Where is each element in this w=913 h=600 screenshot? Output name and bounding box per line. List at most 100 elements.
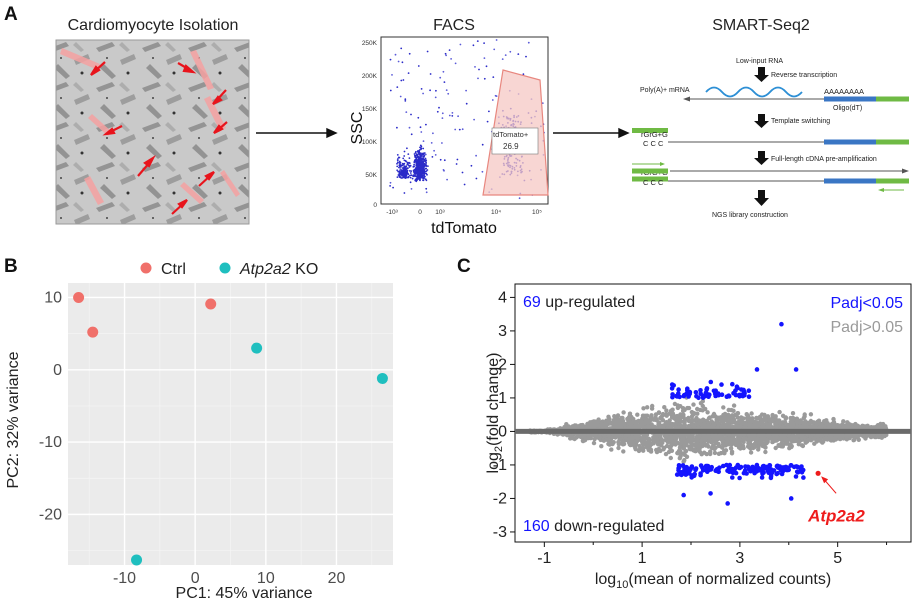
facs-x-tick: 10⁴ — [491, 209, 501, 216]
facs-event-dot — [389, 181, 392, 184]
ma-point-sig — [726, 394, 732, 399]
facs-event-dot — [435, 89, 437, 92]
facs-event-dot — [518, 197, 521, 200]
facs-event-dot — [396, 126, 398, 129]
ma-point-sig — [767, 463, 773, 468]
ma-point — [706, 416, 712, 421]
panel-c: C Atp2a2 -1 1 3 5 4 3 2 1 0 -1 -2 -3 69 up-regulat… — [440, 250, 913, 600]
ma-point — [585, 436, 590, 441]
ma-point — [656, 446, 661, 452]
ma-point — [748, 450, 754, 455]
down-arrow-icon — [754, 67, 769, 82]
facs-event-dot — [527, 41, 530, 44]
facs-event-dot — [501, 58, 504, 60]
ma-point — [785, 438, 790, 444]
ma-point — [704, 451, 709, 457]
facs-event-dot — [454, 62, 457, 65]
facs-event-dot — [492, 76, 495, 78]
ma-point — [706, 422, 711, 428]
ma-point-sig — [733, 465, 739, 470]
ma-point-sig — [748, 468, 753, 473]
ma-point-sig — [731, 390, 736, 396]
arrow-isolation-to-facs-icon — [256, 127, 338, 139]
ma-point — [705, 410, 710, 415]
facs-event-dot — [420, 131, 423, 133]
facs-event-dot — [425, 161, 427, 164]
ma-point — [618, 437, 623, 442]
ma-point — [674, 420, 679, 425]
ma-x-label: log10(mean of normalized counts) — [595, 571, 831, 591]
ma-point-sig — [709, 464, 714, 470]
ma-point — [808, 434, 813, 439]
ma-point-sig — [724, 462, 729, 468]
ma-point — [680, 406, 686, 411]
facs-x-tick: 0 — [418, 209, 422, 216]
facs-event-dot — [443, 81, 446, 83]
facs-x-ticks: -10³ 0 10³ 10⁴ 10⁵ — [386, 209, 542, 216]
ma-x-label-pre: log — [595, 571, 616, 588]
ma-point-sig — [674, 472, 680, 477]
facs-event-dot — [427, 165, 429, 168]
ma-point — [711, 443, 716, 448]
ma-point — [706, 444, 711, 449]
legend-padj-significant: Padj<0.05 — [830, 295, 903, 312]
facs-event-dot — [412, 175, 415, 178]
ma-point — [856, 437, 861, 442]
ma-point-sig — [693, 390, 699, 395]
ma-point — [580, 438, 586, 444]
ma-point — [660, 411, 666, 417]
ma-point — [675, 405, 681, 411]
ma-point — [821, 439, 826, 444]
ma-point-sig — [698, 388, 703, 393]
ma-point-sig — [669, 382, 675, 387]
ma-point — [673, 442, 678, 447]
facs-event-dot — [410, 113, 412, 116]
ma-point — [720, 435, 725, 440]
facs-event-dot — [400, 172, 403, 175]
oligo-dt-label: Oligo(dT) — [833, 105, 862, 112]
ma-point — [712, 450, 718, 456]
facs-event-dot — [414, 151, 417, 154]
facs-event-dot — [397, 157, 399, 160]
ma-x-ticks: -1 1 3 5 — [537, 542, 888, 567]
ma-point — [709, 438, 714, 444]
ma-point-sig — [768, 473, 774, 479]
ma-point — [851, 438, 856, 443]
facs-event-dot — [400, 177, 403, 180]
facs-event-dot — [417, 151, 420, 154]
ma-point — [653, 434, 659, 439]
facs-event-dot — [415, 158, 418, 161]
ma-y-tick: -3 — [493, 524, 507, 541]
ma-point — [664, 408, 669, 413]
ma-point-sig — [670, 394, 675, 400]
facs-event-dot — [420, 170, 422, 173]
facs-event-dot — [455, 163, 458, 165]
ma-point — [675, 450, 680, 456]
facs-event-dot — [407, 72, 410, 74]
facs-event-dot — [422, 172, 425, 175]
ma-point — [800, 420, 806, 425]
facs-event-dot — [470, 164, 473, 167]
pca-point — [251, 342, 263, 354]
ma-point — [789, 443, 794, 449]
facs-event-dot — [485, 65, 488, 68]
facs-event-dot — [408, 126, 411, 129]
ma-point — [641, 406, 646, 411]
ma-point — [719, 424, 724, 429]
facs-event-dot — [417, 173, 420, 176]
pca-x-label: PC1: 45% variance — [176, 585, 313, 600]
facs-event-dot — [495, 39, 498, 41]
facs-event-dot — [422, 140, 425, 143]
facs-event-dot — [422, 152, 425, 155]
facs-event-dot — [423, 166, 426, 168]
ma-point — [640, 416, 645, 421]
facs-event-dot — [404, 100, 407, 102]
ma-y-label-post: (fold change) — [485, 353, 502, 446]
ma-point-sig — [680, 463, 686, 468]
ma-point — [729, 414, 734, 420]
ma-point — [773, 445, 778, 451]
facs-event-dot — [491, 99, 494, 101]
facs-event-dot — [417, 169, 419, 172]
ma-point-sig — [727, 469, 732, 474]
facs-event-dot — [465, 89, 467, 92]
